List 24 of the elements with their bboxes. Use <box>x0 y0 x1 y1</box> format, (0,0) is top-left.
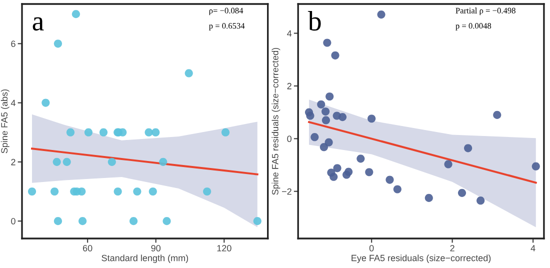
annotation: p = 0.0048 <box>456 23 492 30</box>
annotation: Partial ρ = −0.498 <box>456 8 516 16</box>
y-tick-label: 4 <box>10 100 16 106</box>
x-tick-label: 60 <box>83 245 92 252</box>
y-tick-label: 2 <box>287 82 292 90</box>
annotation: a <box>32 17 44 31</box>
x-tick-label: 2 <box>450 245 454 252</box>
y-tick-label: 4 <box>287 30 292 37</box>
y-tick-label: −2 <box>282 188 292 195</box>
x-tick-label: 0 <box>369 245 374 252</box>
x-tick-label: 90 <box>151 245 161 252</box>
y-tick-label: 0 <box>11 218 16 224</box>
x-axis-title: Standard length (mm) <box>102 254 188 263</box>
x-tick-label: 4 <box>530 245 536 252</box>
y-tick-label: 2 <box>11 158 16 166</box>
annotation: p = 0.6534 <box>208 23 245 30</box>
annotation: b <box>308 11 321 31</box>
x-axis-title: Eye FA5 residuals (size−corrected) <box>352 254 491 263</box>
y-tick-label: 6 <box>11 40 16 48</box>
y-tick-label: 0 <box>287 136 292 142</box>
y-axis-title: Spine FA5 residuals (size−corrected) <box>272 48 280 195</box>
x-tick-label: 120 <box>217 245 232 252</box>
y-axis-title: Spine FA5 (abs) <box>0 89 10 154</box>
annotation: ρ= −0.084 <box>209 8 244 16</box>
